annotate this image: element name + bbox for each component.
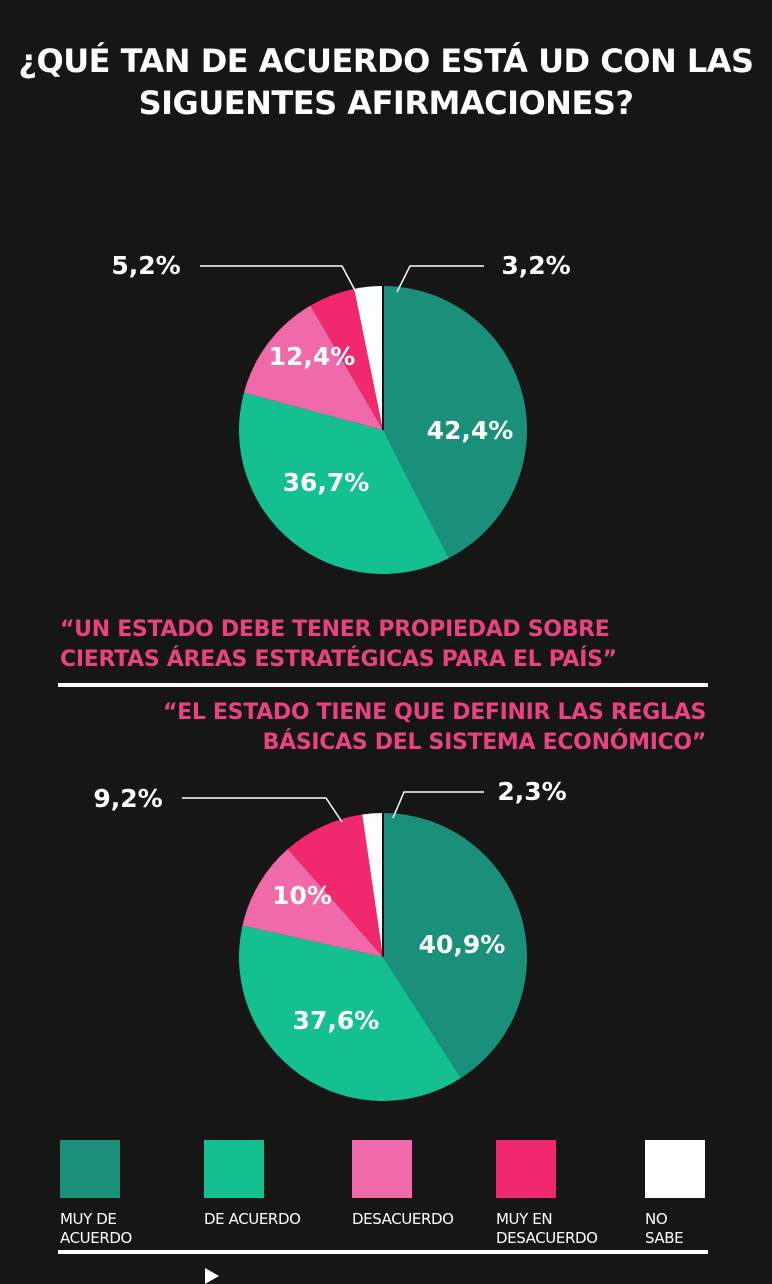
play-triangle-icon xyxy=(205,1268,219,1284)
statement-1-line-1: “UN ESTADO DEBE TENER PROPIEDAD SOBRE xyxy=(60,617,610,642)
statement-2: “EL ESTADO TIENE QUE DEFINIR LAS REGLAS … xyxy=(163,698,706,758)
leader-line-muy-en-desacuerdo xyxy=(200,265,359,297)
data-label-muy-de-acuerdo: 40,9% xyxy=(419,930,506,959)
leader-line-no-sabe xyxy=(396,265,484,293)
data-label-de-acuerdo: 36,7% xyxy=(283,468,370,497)
leader-line-muy-en-desacuerdo xyxy=(182,797,343,823)
legend-item-muy-en-desacuerdo: MUY EN DESACUERDO xyxy=(496,1140,626,1248)
legend-label-line-2: SABE xyxy=(645,1229,684,1247)
legend-swatch-muy-de-acuerdo xyxy=(60,1140,120,1198)
legend-label-line-2: DESACUERDO xyxy=(496,1229,598,1247)
title-line-2: SIGUENTES AFIRMACIONES? xyxy=(138,84,634,122)
legend-item-desacuerdo: DESACUERDO xyxy=(352,1140,482,1229)
legend-swatch-desacuerdo xyxy=(352,1140,412,1198)
divider xyxy=(58,683,708,687)
statement-1: “UN ESTADO DEBE TENER PROPIEDAD SOBRE CI… xyxy=(60,615,617,675)
legend-swatch-no-sabe xyxy=(645,1140,705,1198)
legend-item-de-acuerdo: DE ACUERDO xyxy=(204,1140,334,1229)
legend-label-no-sabe: NO SABE xyxy=(645,1210,765,1248)
legend-label-desacuerdo: DESACUERDO xyxy=(352,1210,472,1229)
pie-slice-de-acuerdo xyxy=(239,392,449,575)
divider xyxy=(58,1250,708,1254)
statement-2-line-1: “EL ESTADO TIENE QUE DEFINIR LAS REGLAS xyxy=(162,700,706,725)
legend-label-line-1: DESACUERDO xyxy=(352,1210,454,1228)
legend-item-no-sabe: NO SABE xyxy=(645,1140,772,1248)
data-label-muy-en-desacuerdo: 9,2% xyxy=(93,784,162,813)
page-title: ¿QUÉ TAN DE ACUERDO ESTÁ UD CON LAS SIGU… xyxy=(0,40,772,124)
legend-label-line-1: MUY EN xyxy=(496,1210,553,1228)
legend-item-muy-de-acuerdo: MUY DE ACUERDO xyxy=(60,1140,190,1248)
pie-slice-desacuerdo xyxy=(243,305,383,430)
data-label-desacuerdo: 10% xyxy=(272,881,332,910)
pie-chart-1: 42,4% 36,7% 12,4% 5,2% 3,2% xyxy=(111,251,571,575)
pie-slice-no-sabe xyxy=(354,286,383,430)
legend-swatch-muy-en-desacuerdo xyxy=(496,1140,556,1198)
legend-label-line-1: MUY DE xyxy=(60,1210,117,1228)
data-label-no-sabe: 2,3% xyxy=(497,777,566,806)
data-label-de-acuerdo: 37,6% xyxy=(293,1006,380,1035)
pie-slice-muy-de-acuerdo xyxy=(383,286,528,559)
data-label-no-sabe: 3,2% xyxy=(501,251,570,280)
legend-label-line-1: NO xyxy=(645,1210,668,1228)
legend: MUY DE ACUERDO DE ACUERDO DESACUERDO MUY… xyxy=(0,1140,772,1250)
pie-slice-no-sabe xyxy=(362,813,383,957)
legend-label-de-acuerdo: DE ACUERDO xyxy=(204,1210,324,1229)
pie-slice-muy-en-desacuerdo xyxy=(287,814,383,957)
pie-slice-muy-de-acuerdo xyxy=(383,813,528,1079)
statement-2-line-2: BÁSICAS DEL SISTEMA ECONÓMICO” xyxy=(262,730,707,755)
data-label-muy-de-acuerdo: 42,4% xyxy=(427,416,514,445)
leader-line-no-sabe xyxy=(392,791,484,819)
legend-label-muy-de-acuerdo: MUY DE ACUERDO xyxy=(60,1210,180,1248)
legend-swatch-de-acuerdo xyxy=(204,1140,264,1198)
pie-chart-2: 40,9% 37,6% 10% 9,2% 2,3% xyxy=(93,777,567,1102)
legend-label-line-1: DE ACUERDO xyxy=(204,1210,301,1228)
pie-slice-muy-en-desacuerdo xyxy=(310,288,383,430)
data-label-muy-en-desacuerdo: 5,2% xyxy=(111,251,180,280)
pie-slice-de-acuerdo xyxy=(239,925,461,1102)
legend-label-line-2: ACUERDO xyxy=(60,1229,132,1247)
legend-label-muy-en-desacuerdo: MUY EN DESACUERDO xyxy=(496,1210,616,1248)
statement-1-line-2: CIERTAS ÁREAS ESTRATÉGICAS PARA EL PAÍS” xyxy=(60,647,617,672)
pie-slice-desacuerdo xyxy=(242,848,383,957)
title-line-1: ¿QUÉ TAN DE ACUERDO ESTÁ UD CON LAS xyxy=(18,42,754,80)
data-label-desacuerdo: 12,4% xyxy=(269,342,356,371)
